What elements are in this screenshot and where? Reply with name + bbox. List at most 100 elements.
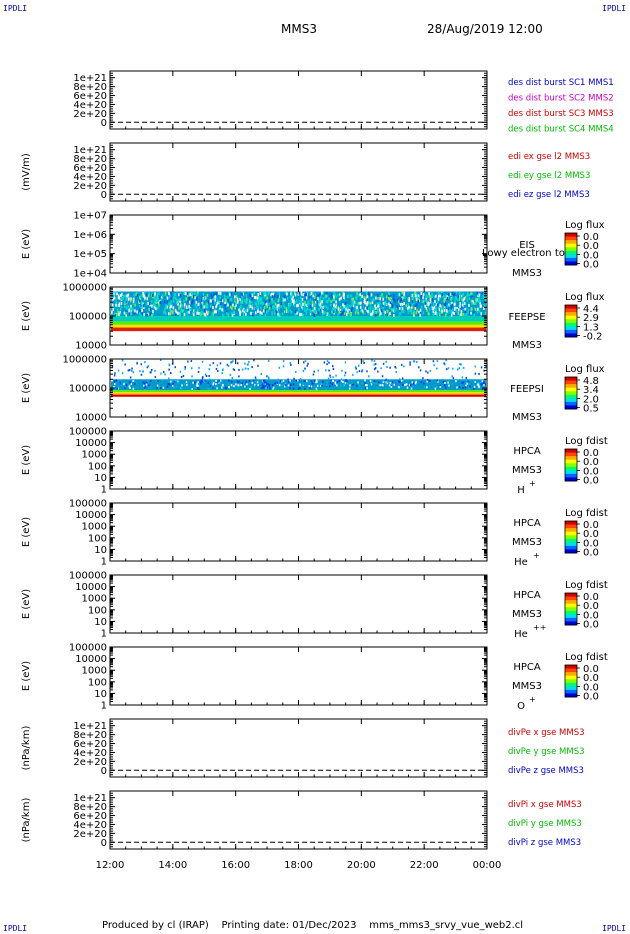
- colorbar-frame: [564, 376, 578, 410]
- spectrogram-pixel: [241, 382, 244, 385]
- spectrogram-pixel: [292, 387, 295, 390]
- spectrogram-pixel: [365, 291, 368, 295]
- spectrogram-pixel: [347, 309, 349, 313]
- colorbar-value: 0.0: [583, 692, 599, 703]
- y-tick-label: 10: [94, 473, 107, 484]
- spectrogram-pixel: [443, 362, 445, 365]
- spectrogram-band: [111, 390, 486, 393]
- spectrogram-pixel: [183, 299, 185, 303]
- legend-entry: divPi x gse MMS3: [508, 800, 582, 810]
- spectrogram-pixel: [222, 309, 224, 313]
- spectrogram-pixel: [458, 367, 461, 370]
- spectrogram-pixel: [277, 295, 279, 298]
- spectrogram-pixel: [206, 312, 209, 316]
- spectrogram-pixel: [423, 382, 425, 385]
- spectrogram-pixel: [219, 362, 222, 365]
- colorbar-segment: [565, 470, 577, 475]
- datetime-title: 28/Aug/2019 12:00: [427, 22, 543, 36]
- spectrogram-pixel: [327, 312, 329, 315]
- spectrogram-pixel: [412, 298, 414, 302]
- spectrogram-pixel: [264, 385, 267, 388]
- spectrogram-pixel: [227, 383, 230, 386]
- spectrogram-pixel: [197, 388, 200, 390]
- x-tick-label: 18:00: [284, 860, 313, 871]
- spectrogram-pixel: [149, 386, 151, 389]
- spectrogram-pixel: [442, 380, 445, 383]
- colorbar-value: 0.0: [583, 232, 599, 243]
- spectrogram-pixel: [314, 303, 316, 307]
- spectrogram-pixel: [142, 302, 144, 306]
- y-axis-label: E (eV): [21, 301, 32, 331]
- spectrogram-pixel: [335, 300, 337, 304]
- spectrogram-pixel: [250, 386, 252, 389]
- spectrogram-pixel: [226, 292, 228, 296]
- spectrogram-pixel: [389, 366, 391, 369]
- colorbar-segment: [565, 596, 577, 601]
- spectrogram-pixel: [372, 380, 374, 383]
- spectrogram-pixel: [371, 312, 374, 316]
- spectrogram-pixel: [177, 381, 179, 384]
- spectrogram-pixel: [266, 375, 268, 378]
- colorbar-title: Log fdist: [565, 508, 608, 519]
- y-tick-label: 1000: [82, 522, 107, 533]
- spectrogram-pixel: [156, 384, 159, 387]
- spectrogram-pixel: [174, 308, 177, 312]
- spectrogram-pixel: [347, 294, 350, 298]
- spectrogram-pixel: [135, 382, 137, 385]
- colorbar-segment: [565, 549, 577, 554]
- spectrogram-pixel: [456, 386, 458, 389]
- spectrogram-pixel: [403, 365, 405, 368]
- spectrogram-pixel: [445, 309, 448, 312]
- colorbar-segment: [565, 384, 577, 389]
- spectrogram-pixel: [262, 384, 265, 387]
- spectrogram-pixel: [288, 303, 290, 307]
- spectrogram-pixel: [236, 297, 239, 301]
- spectrogram-pixel: [202, 304, 204, 308]
- instrument-label: FEEPSE: [508, 312, 545, 323]
- panel-frame: [109, 574, 488, 634]
- spectrogram-pixel: [111, 302, 113, 306]
- colorbar-segment: [565, 689, 577, 694]
- legend-entry: divPi z gse MMS3: [508, 838, 581, 848]
- spectrogram-pixel: [388, 296, 390, 300]
- spectrogram-pixel: [132, 307, 134, 311]
- spectrogram-pixel: [166, 300, 169, 304]
- spectrogram-pixel: [294, 293, 297, 297]
- spectrogram-pixel: [350, 304, 352, 308]
- spectrogram-pixel: [389, 302, 392, 305]
- spectrogram-pixel: [204, 373, 207, 376]
- spectrogram-pixel: [145, 293, 147, 296]
- spectrogram-pixel: [370, 293, 373, 297]
- spectrogram-pixel: [260, 382, 262, 385]
- spectrogram-pixel: [160, 372, 162, 375]
- spectrogram-pixel: [289, 304, 291, 308]
- spectrogram-pixel: [389, 295, 392, 298]
- spectrogram-pixel: [235, 303, 237, 307]
- spectrogram-pixel: [238, 375, 240, 378]
- colorbar-segment: [565, 600, 577, 605]
- spectrogram-pixel: [251, 303, 253, 307]
- spectrogram-pixel: [256, 299, 259, 302]
- spectrogram-pixel: [276, 305, 279, 309]
- spectrogram-pixel: [201, 360, 204, 363]
- spectrogram-pixel: [303, 305, 306, 309]
- spectrogram-pixel: [255, 296, 257, 300]
- spectrogram-pixel: [417, 313, 420, 317]
- spectrogram-pixel: [227, 312, 229, 316]
- spectrogram-pixel: [294, 313, 296, 317]
- spectrogram-pixel: [275, 306, 277, 310]
- spectrogram-pixel: [130, 383, 132, 385]
- colorbar-value: 4.4: [583, 304, 599, 315]
- spectrogram-pixel: [185, 292, 187, 296]
- spectrogram-pixel: [215, 296, 218, 300]
- spectrogram-pixel: [413, 360, 416, 363]
- spectrogram-pixel: [399, 303, 402, 306]
- spectrogram-pixel: [448, 292, 450, 296]
- spectrogram-pixel: [181, 309, 184, 313]
- spectrogram-pixel: [476, 298, 478, 302]
- y-tick-label: 1e+21: [73, 793, 107, 804]
- spectrogram-pixel: [393, 294, 395, 297]
- spectrogram-pixel: [145, 383, 148, 386]
- colorbar-segment: [565, 614, 577, 619]
- spectrogram-pixel: [444, 382, 446, 384]
